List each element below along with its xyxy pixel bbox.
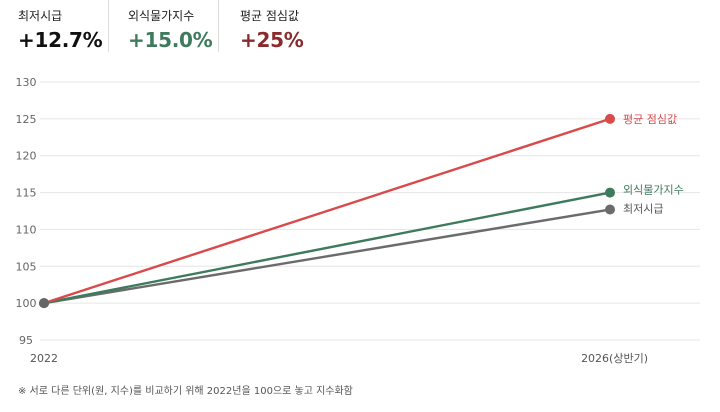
y-tick-label: 95	[19, 334, 33, 347]
kpi-dining-price-index: 외식물가지수 +15.0%	[108, 0, 219, 52]
y-tick-label: 120	[16, 150, 37, 163]
y-tick-label: 125	[16, 113, 37, 126]
y-tick-label: 115	[16, 187, 37, 200]
kpi-bar: 최저시급 +12.7% 외식물가지수 +15.0% 평균 점심값 +25%	[0, 0, 720, 60]
kpi-label: 외식물가지수	[128, 9, 195, 23]
kpi-minimum-wage: 최저시급 +12.7%	[18, 0, 108, 52]
kpi-label: 평균 점심값	[240, 9, 300, 23]
kpi-value: +12.7%	[18, 28, 103, 52]
kpi-value: +25%	[240, 28, 304, 52]
kpi-value: +15.0%	[128, 28, 213, 52]
series-label: 외식물가지수	[623, 184, 684, 197]
x-tick-label: 2022	[30, 352, 58, 365]
series-line	[42, 208, 612, 305]
line-chart: 95 100 105 110 115 120 125 130 2022 2026(상반기) 평균…	[16, 76, 700, 365]
data-point	[605, 204, 615, 215]
kpi-label: 최저시급	[18, 9, 63, 23]
footnote: ※ 서로 다른 단위(원, 지수)를 비교하기 위해 2022년을 100으로 …	[18, 386, 353, 397]
x-tick-label: 2026(상반기)	[581, 352, 648, 365]
series-label: 평균 점심값	[623, 113, 677, 126]
y-tick-label: 110	[16, 223, 37, 236]
data-point	[605, 113, 615, 124]
series-line	[42, 117, 612, 305]
series-label: 최저시급	[623, 203, 663, 216]
data-point	[39, 298, 49, 309]
y-tick-label: 130	[16, 76, 37, 89]
series-line	[42, 191, 612, 305]
y-tick-label: 100	[16, 297, 37, 310]
data-point	[605, 187, 615, 198]
kpi-average-lunch-price: 평균 점심값 +25%	[218, 0, 339, 52]
y-tick-label: 105	[16, 260, 37, 273]
